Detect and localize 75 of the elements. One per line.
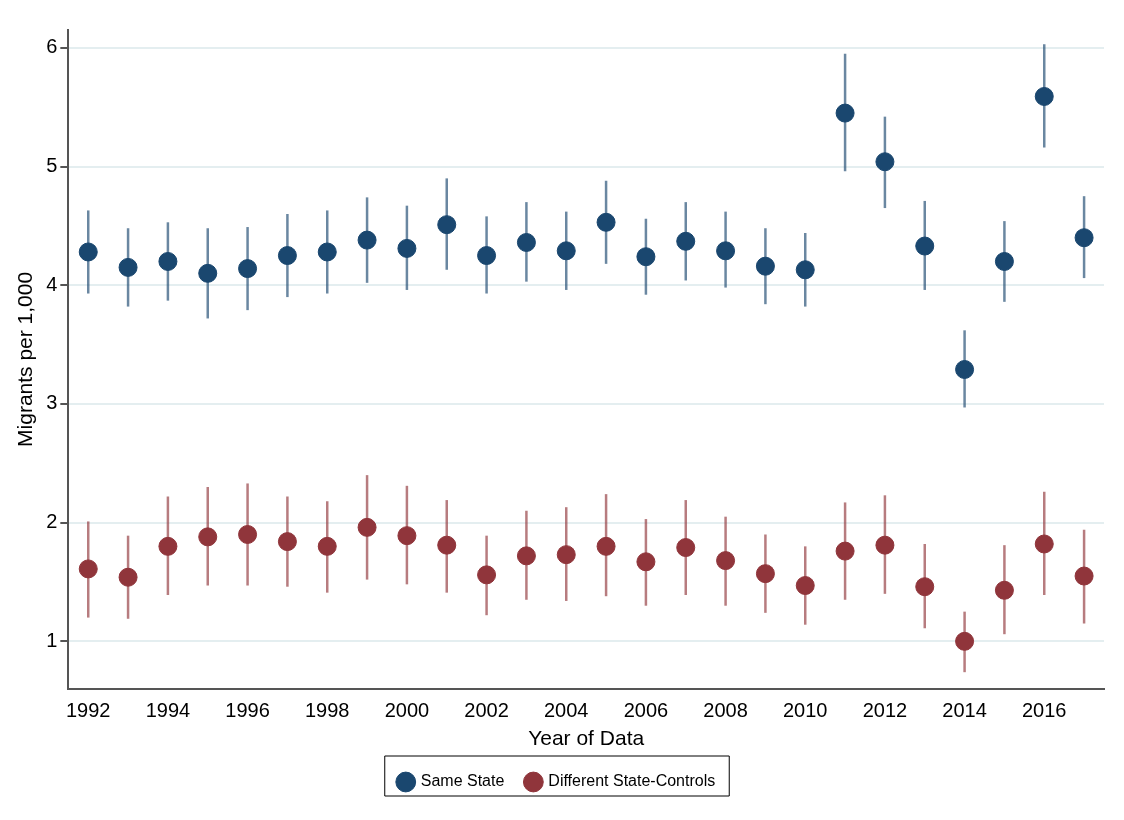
y-tick-label: 4 (46, 272, 58, 295)
point (636, 552, 656, 572)
point (198, 527, 218, 547)
x-tick-label: 2004 (543, 699, 589, 722)
point (835, 541, 855, 561)
point (1074, 566, 1094, 586)
x-tick-label: 1996 (225, 699, 270, 722)
x-axis-title: Year of Data (528, 726, 645, 750)
point (516, 232, 536, 252)
point (1034, 534, 1054, 554)
y-tick-label: 1 (46, 628, 58, 651)
x-tick-label: 2002 (464, 699, 509, 722)
point (118, 257, 138, 277)
point (596, 536, 616, 556)
point (158, 536, 178, 556)
point (477, 565, 497, 585)
x-tick-label: 1998 (304, 699, 350, 722)
y-tick-label: 2 (46, 510, 58, 533)
point (755, 564, 775, 584)
point (994, 251, 1014, 271)
point (78, 242, 98, 262)
point (875, 535, 895, 555)
x-tick-label: 2012 (862, 699, 908, 722)
point (477, 246, 497, 266)
point (397, 238, 417, 258)
x-tick-label: 1994 (145, 699, 191, 722)
point (357, 230, 377, 250)
x-tick-label: 2014 (942, 699, 987, 722)
point (676, 231, 696, 251)
point (238, 259, 258, 279)
x-tick-label: 1992 (65, 699, 111, 722)
x-tick-label: 2016 (1022, 699, 1067, 722)
point (198, 263, 218, 283)
y-tick-label: 3 (46, 391, 58, 414)
point (238, 524, 258, 544)
x-tick-label: 2000 (384, 699, 430, 722)
point (277, 246, 297, 266)
point (118, 567, 138, 587)
point (516, 546, 536, 566)
legend-label: Same State (420, 772, 505, 790)
point (716, 551, 736, 571)
point (755, 256, 775, 276)
y-tick-label: 5 (46, 154, 58, 177)
point (596, 212, 616, 232)
point (357, 517, 377, 537)
point (955, 359, 975, 379)
point (716, 241, 736, 261)
y-tick-label: 6 (46, 35, 58, 58)
point (875, 152, 895, 172)
point (397, 526, 417, 546)
point (1074, 228, 1094, 248)
point (636, 247, 656, 267)
point (994, 580, 1014, 600)
point (835, 103, 855, 123)
point (437, 535, 457, 555)
legend-label: Different State-Controls (548, 772, 716, 790)
point (676, 538, 696, 558)
point (795, 260, 815, 280)
x-tick-label: 2008 (703, 699, 748, 722)
point (556, 545, 576, 565)
point (955, 631, 975, 651)
point (1034, 86, 1054, 106)
point (915, 236, 935, 256)
point (317, 536, 337, 556)
point (317, 242, 337, 262)
point (78, 559, 98, 579)
point (277, 532, 297, 552)
x-tick-label: 2006 (623, 699, 669, 722)
point (556, 241, 576, 261)
point (795, 576, 815, 596)
point (437, 215, 457, 235)
point (158, 251, 178, 271)
point (915, 577, 935, 597)
x-tick-label: 2010 (783, 699, 828, 722)
y-axis-title: Migrants per 1,000 (13, 271, 37, 447)
